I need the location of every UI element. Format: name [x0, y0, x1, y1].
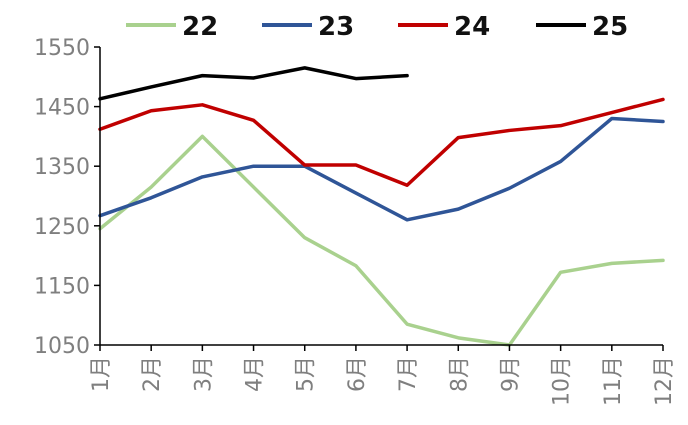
series-line-24 [98, 97, 665, 188]
y-tick-label: 1250 [34, 215, 90, 240]
x-tick-label: 10月 [550, 356, 575, 406]
y-tick-label: 1450 [34, 96, 90, 121]
x-tick-label: 3月 [191, 356, 216, 392]
series-line-25 [98, 66, 409, 101]
x-tick-label: 7月 [396, 356, 421, 392]
x-tick-label: 11月 [601, 356, 626, 406]
y-tick-label: 1150 [34, 274, 90, 299]
y-axis-ticks: 1050 1150 1250 1350 1450 1550 [34, 36, 100, 359]
x-axis-ticks: 1月 2月 3月 4月 5月 6月 7月 8月 9月 10月 11月 12月 [89, 345, 677, 406]
y-tick-label: 1550 [34, 36, 90, 61]
x-tick-label: 6月 [345, 356, 370, 392]
legend-label-22: 22 [182, 12, 218, 42]
legend-label-25: 25 [592, 12, 628, 42]
x-tick-label: 9月 [498, 356, 523, 392]
legend: 22 23 24 25 [126, 12, 628, 42]
x-tick-label: 12月 [652, 356, 677, 406]
x-tick-label: 1月 [89, 356, 114, 392]
series-line-22 [98, 134, 665, 347]
legend-label-24: 24 [454, 12, 490, 42]
legend-label-23: 23 [318, 12, 354, 42]
series-layer [98, 66, 665, 347]
y-tick-label: 1050 [34, 334, 90, 359]
x-tick-label: 2月 [140, 356, 165, 392]
axes [99, 47, 663, 346]
x-tick-label: 8月 [447, 356, 472, 392]
y-tick-label: 1350 [34, 155, 90, 180]
x-tick-label: 4月 [243, 356, 268, 392]
x-tick-label: 5月 [294, 356, 319, 392]
series-line-23 [98, 116, 665, 222]
